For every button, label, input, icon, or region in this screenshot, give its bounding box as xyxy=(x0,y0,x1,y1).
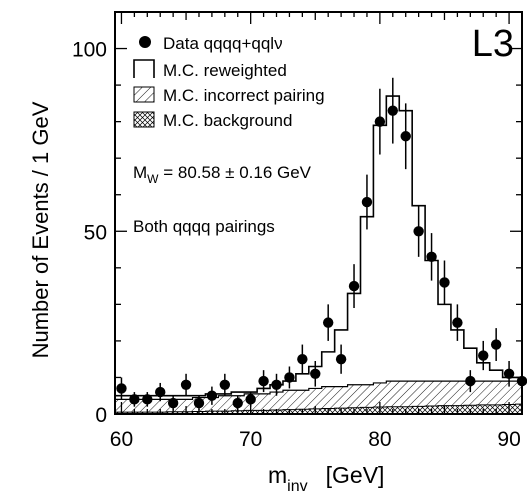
data-points xyxy=(116,77,527,411)
experiment-label: L3 xyxy=(472,23,514,65)
y-tick-label: 100 xyxy=(72,39,107,62)
legend-label-mc-incorrect: M.C. incorrect pairing xyxy=(163,86,325,105)
data-marker xyxy=(361,196,373,208)
data-marker xyxy=(452,317,463,328)
data-point xyxy=(258,370,269,393)
data-point xyxy=(361,174,373,230)
data-marker xyxy=(271,379,282,390)
data-point xyxy=(322,304,334,341)
data-marker xyxy=(155,386,166,398)
data-marker xyxy=(413,226,424,237)
data-point xyxy=(232,395,243,411)
data-marker xyxy=(297,353,308,365)
legend-marker-mc-reweighted xyxy=(133,59,155,78)
data-point xyxy=(284,366,295,389)
mass-symbol: M xyxy=(133,163,147,182)
data-marker xyxy=(503,368,515,379)
data-point xyxy=(335,344,347,374)
legend-label-mc-reweighted: M.C. reweighted xyxy=(163,61,287,80)
data-marker xyxy=(400,131,411,142)
data-point xyxy=(452,304,463,341)
x-tick-label: 80 xyxy=(368,428,391,451)
data-point xyxy=(310,361,321,387)
legend: Data qqqq+qqlν M.C. reweighted M.C. inco… xyxy=(133,34,325,130)
data-marker xyxy=(219,379,231,390)
data-point xyxy=(400,103,411,170)
data-marker xyxy=(374,116,386,127)
x-axis-label-symbol: m xyxy=(268,462,287,488)
data-marker xyxy=(335,353,347,365)
data-point xyxy=(167,395,179,411)
data-marker xyxy=(116,383,127,394)
data-marker xyxy=(193,397,205,409)
data-marker xyxy=(490,339,502,350)
x-axis-label-unit: [GeV] xyxy=(326,462,385,488)
data-marker xyxy=(387,105,398,116)
mass-annotation: MW = 80.58 ± 0.16 GeV xyxy=(133,163,312,186)
data-point xyxy=(478,340,489,371)
legend-marker-mc-background xyxy=(133,111,155,128)
x-axis-label-subscript: inv xyxy=(287,478,307,495)
x-tick-label: 70 xyxy=(239,428,262,451)
data-marker xyxy=(232,397,243,409)
data-point xyxy=(116,377,127,400)
y-tick-label: 50 xyxy=(84,221,107,244)
data-point xyxy=(413,205,424,257)
legend-marker-mc-incorrect xyxy=(133,86,155,103)
pairings-annotation: Both qqqq pairings xyxy=(133,217,275,236)
data-point xyxy=(129,392,140,407)
mc-reweighted-histogram xyxy=(115,95,522,397)
data-point xyxy=(142,392,153,407)
data-point xyxy=(206,386,218,405)
data-point xyxy=(374,88,386,155)
x-tick-label: 90 xyxy=(497,428,520,451)
data-marker xyxy=(129,394,140,405)
mass-value: = 80.58 ± 0.16 GeV xyxy=(159,163,312,182)
data-point xyxy=(297,344,308,374)
data-marker xyxy=(439,277,450,288)
legend-marker-data xyxy=(139,36,151,48)
data-point xyxy=(219,373,231,396)
data-marker xyxy=(322,317,334,328)
data-point xyxy=(439,260,450,305)
data-point xyxy=(271,373,282,396)
data-marker xyxy=(284,372,295,383)
data-point xyxy=(426,233,437,281)
axis-ticks: 60 70 80 90 0 50 100 xyxy=(72,11,523,451)
data-marker xyxy=(478,350,489,361)
data-marker xyxy=(348,280,360,292)
data-point xyxy=(490,328,502,362)
legend-label-data: Data qqqq+qqlν xyxy=(163,34,283,53)
data-marker xyxy=(465,375,476,387)
y-tick-label: 0 xyxy=(95,404,107,427)
data-marker xyxy=(180,379,192,390)
legend-label-mc-background: M.C. background xyxy=(163,111,292,130)
data-point xyxy=(503,361,515,387)
data-marker xyxy=(310,368,321,379)
plot-frame xyxy=(114,11,523,415)
data-marker xyxy=(142,394,153,405)
data-marker xyxy=(258,375,269,387)
data-marker xyxy=(206,390,218,401)
mass-subscript: W xyxy=(147,172,159,186)
data-marker xyxy=(426,251,437,263)
data-point xyxy=(193,395,205,411)
x-axis-label: minv [GeV] xyxy=(268,462,384,495)
mc-incorrect-pairing-fill xyxy=(115,380,522,414)
data-point xyxy=(155,382,166,402)
data-point xyxy=(348,264,360,309)
mc-reweighted-line xyxy=(115,95,522,397)
data-marker xyxy=(245,394,256,405)
data-point xyxy=(387,77,398,144)
mc-incorrect-pairing-area xyxy=(115,380,522,414)
data-point xyxy=(465,370,476,393)
x-tick-label: 60 xyxy=(110,428,133,451)
y-axis-label: Number of Events / 1 GeV xyxy=(28,101,53,358)
data-point xyxy=(180,373,192,396)
data-marker xyxy=(167,397,179,409)
